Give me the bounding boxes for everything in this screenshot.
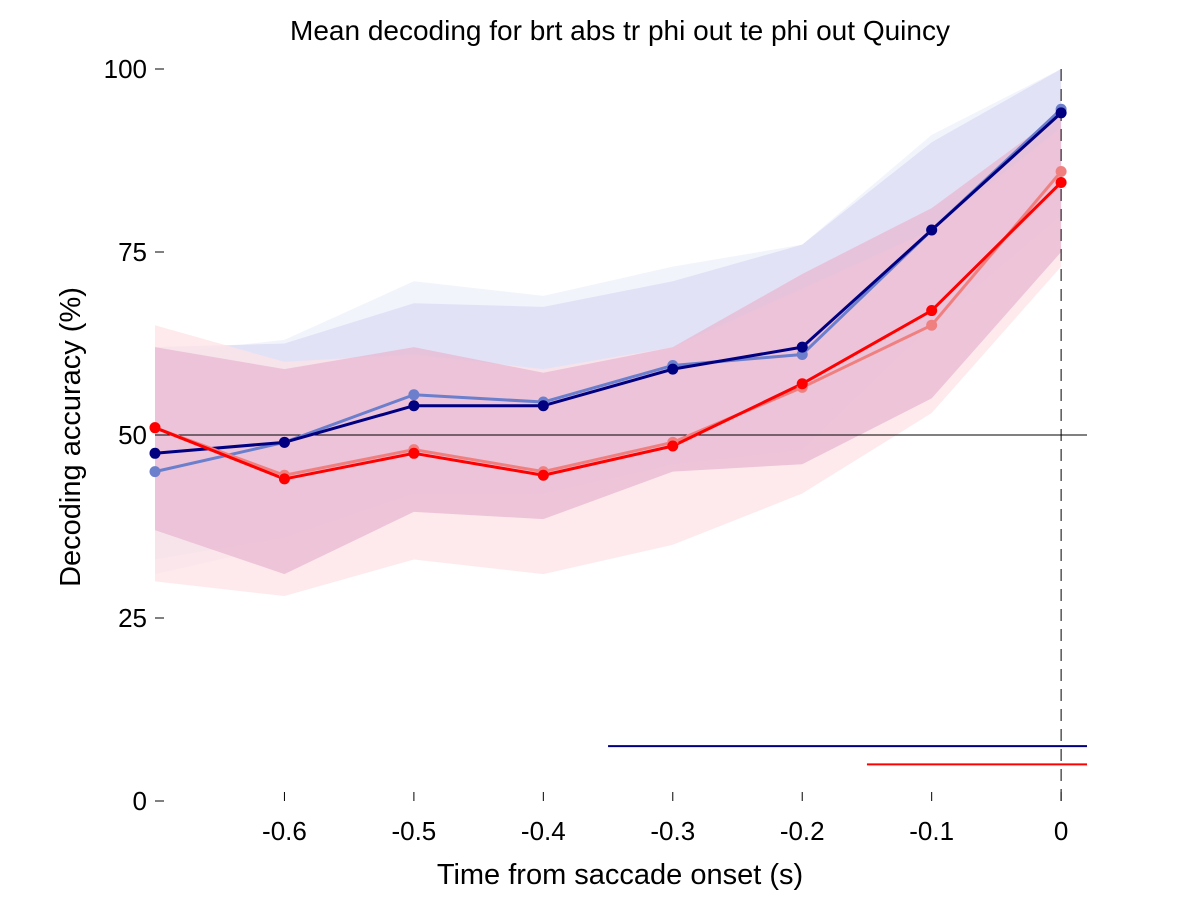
data-point-s2-7	[926, 224, 938, 236]
data-point-s4-2	[278, 473, 290, 485]
x-axis-label: Time from saccade onset (s)	[437, 859, 803, 891]
data-point-s4-3	[408, 447, 420, 459]
data-point-s1-1	[149, 466, 161, 478]
data-point-s4-1	[149, 422, 161, 434]
data-point-s3-8	[1055, 165, 1067, 177]
series-points	[149, 103, 1067, 485]
data-point-s2-1	[149, 447, 161, 459]
data-point-s4-7	[926, 305, 938, 317]
data-point-s4-5	[667, 440, 679, 452]
x-tick-label-3: -0.4	[521, 816, 566, 846]
chart-title: Mean decoding for brt abs tr phi out te …	[290, 15, 950, 46]
y-tick-label-50: 50	[118, 420, 147, 450]
x-tick-label-4: -0.3	[650, 816, 695, 846]
y-tick-label-25: 25	[118, 603, 147, 633]
x-tick-label-5: -0.2	[780, 816, 825, 846]
x-tick-label-2: -0.5	[391, 816, 436, 846]
series-lines	[154, 108, 1063, 481]
data-point-s1-3	[408, 389, 420, 401]
y-tick-label-75: 75	[118, 237, 147, 267]
x-tick-label-6: -0.1	[909, 816, 954, 846]
x-tick-label-1: -0.6	[262, 816, 307, 846]
significance-bars	[608, 745, 1087, 766]
axes: 0 25 50 75 100 -0.6 -0.5 -0.4 -0.3 -0.2 -0.1 0	[104, 54, 1069, 846]
data-point-s2-3	[408, 400, 420, 412]
x-axis: -0.6 -0.5 -0.4 -0.3 -0.2 -0.1 0	[262, 792, 1068, 846]
data-point-s4-4	[537, 469, 549, 481]
series-line-2	[154, 111, 1063, 455]
series-line-3	[154, 170, 1063, 477]
data-point-s4-8	[1055, 176, 1067, 188]
y-axis: 0 25 50 75 100	[104, 54, 164, 816]
data-point-s2-8	[1055, 107, 1067, 119]
data-point-s2-2	[278, 436, 290, 448]
data-point-s2-5	[667, 363, 679, 375]
series-line-4	[154, 181, 1063, 481]
data-point-s3-7	[926, 319, 938, 331]
y-tick-label-100: 100	[104, 54, 147, 84]
data-point-s4-6	[796, 378, 808, 390]
data-point-s2-6	[796, 341, 808, 353]
y-tick-label-0: 0	[133, 786, 147, 816]
x-tick-label-7: 0	[1054, 816, 1068, 846]
y-axis-label: Decoding accuracy (%)	[55, 287, 87, 587]
confidence-bands	[155, 69, 1062, 597]
data-point-s2-4	[537, 400, 549, 412]
